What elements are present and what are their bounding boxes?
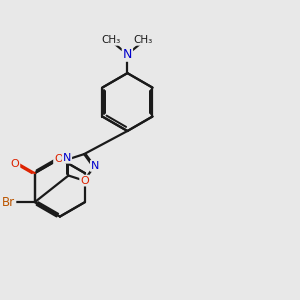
Text: Br: Br bbox=[2, 196, 15, 208]
Text: O: O bbox=[80, 176, 89, 186]
Text: N: N bbox=[63, 153, 71, 163]
Text: CH₃: CH₃ bbox=[102, 35, 121, 45]
Text: O: O bbox=[11, 159, 20, 169]
Text: N: N bbox=[91, 161, 99, 171]
Text: CH₃: CH₃ bbox=[134, 35, 153, 45]
Text: N: N bbox=[123, 48, 132, 61]
Text: O: O bbox=[54, 154, 63, 164]
